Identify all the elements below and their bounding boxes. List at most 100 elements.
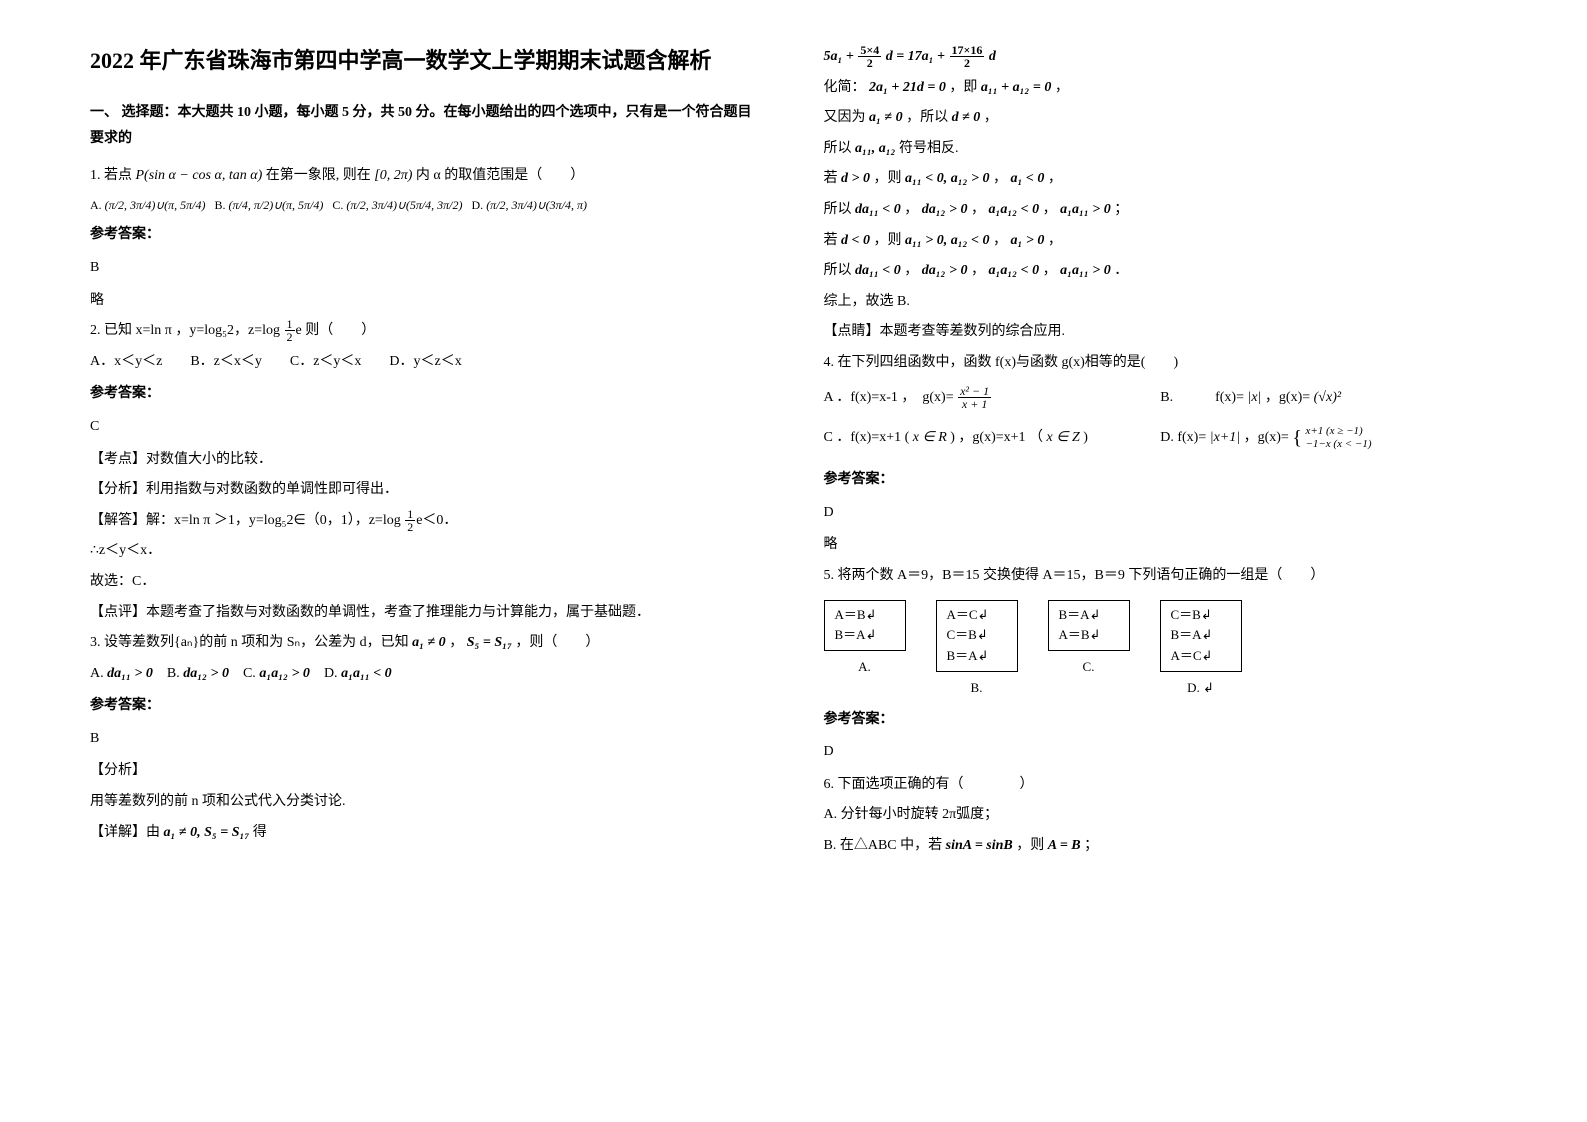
q3-cond2: S₅ = S₁₇ xyxy=(467,635,512,650)
r-l6-c4: a₁a₁₁ > 0 xyxy=(1060,202,1111,217)
q5-answer-label: 参考答案： xyxy=(824,707,1498,734)
r-l9: 综上，故选 B. xyxy=(824,289,1498,316)
q5-labD: D. ↲ xyxy=(1160,676,1242,701)
q3-stem-post: ，则（ ） xyxy=(515,635,599,650)
q1-optA: (π/2, 3π/4)∪(π, 5π/4) xyxy=(105,198,206,212)
q4-C-c1: x ∈ R xyxy=(913,430,947,445)
q1-point: P(sin α − cos α, tan α) xyxy=(136,168,263,183)
r-l5-c1: d > 0 xyxy=(841,171,870,186)
r-l5-c2: a₁₁ < 0, a₁₂ > 0 xyxy=(905,171,989,186)
q6-optA: A. 分针每小时旋转 2π弧度； xyxy=(824,802,1498,829)
r-l6-pre: 所以 xyxy=(824,202,852,217)
q4-D-c2b: −1−x (x < −1) xyxy=(1305,438,1371,450)
r-l6-s2: ， xyxy=(971,202,985,217)
q5-stem: 5. 将两个数 A＝9，B＝15 交换使得 A＝15，B＝9 下列语句正确的一组… xyxy=(824,563,1498,590)
q2-stem-pre: 2. 已知 x=ln π ，y=log₅2，z=log xyxy=(90,323,284,338)
q5-boxA: A＝B↲ B＝A↲ xyxy=(824,600,906,652)
r-l6-s3: ， xyxy=(1043,202,1057,217)
q4-B-c1: |x| xyxy=(1247,390,1261,405)
q3-optC-label: C. xyxy=(243,666,256,681)
q2-answer: C xyxy=(90,414,764,441)
q4-C-c2: x ∈ Z xyxy=(1047,430,1080,445)
r-l1-f1d: 2 xyxy=(858,57,881,69)
q3-stem-pre: 3. 设等差数列{aₙ}的前 n 项和为 Sₙ，公差为 d，已知 xyxy=(90,635,409,650)
r-l5-mid1: ，则 xyxy=(873,171,901,186)
r-l3-post: ， xyxy=(984,110,998,125)
r-l5-post: ， xyxy=(1048,171,1062,186)
q5-answer: D xyxy=(824,739,1498,766)
q4-C-post: ) xyxy=(1083,430,1088,445)
r-l4-pre: 所以 xyxy=(824,141,852,156)
r-l10: 【点睛】本题考查等差数列的综合应用. xyxy=(824,319,1498,346)
q3-optA-label: A. xyxy=(90,666,104,681)
q5-boxC-col: B＝A↲ A＝B↲ C. xyxy=(1048,600,1130,680)
q6-optB: B. 在△ABC 中，若 sinA = sinB ，则 A = B ； xyxy=(824,833,1498,860)
r-l2-eq1: 2a₁ + 21d = 0 xyxy=(869,80,946,95)
r-l5-pre: 若 xyxy=(824,171,838,186)
q5-boxes: A＝B↲ B＝A↲ A. A＝C↲ C＝B↲ B＝A↲ B. B＝A↲ A＝B↲… xyxy=(824,600,1498,701)
r-l2-post: ， xyxy=(1055,80,1069,95)
q3-detail-c1: a₁ ≠ 0, S₅ = S₁₇ xyxy=(164,825,250,840)
q3-cond1: a₁ ≠ 0 xyxy=(412,635,446,650)
q5-boxC-l1: B＝A↲ xyxy=(1059,605,1119,626)
section-1-heading: 一、 选择题：本大题共 10 小题，每小题 5 分，共 50 分。在每小题给出的… xyxy=(90,100,764,153)
q1-optD: (π/2, 3π/4)∪(3π/4, π) xyxy=(486,198,587,212)
q5-boxC: B＝A↲ A＝B↲ xyxy=(1048,600,1130,652)
q3-fx: 【分析】 xyxy=(90,758,764,785)
q1-answer-label: 参考答案： xyxy=(90,222,764,249)
q4-D-mid: ，g(x)= xyxy=(1244,430,1289,445)
q4-C-pre: C ．f(x)=x+1 ( xyxy=(824,430,910,445)
q6-optB-pre: B. 在△ABC 中，若 xyxy=(824,838,943,853)
q6-optB-c2: A = B xyxy=(1048,838,1081,853)
r-l4: 所以 a₁₁, a₁₂ 符号相反. xyxy=(824,136,1498,163)
q3-optB-label: B. xyxy=(167,666,180,681)
r-l2: 化简： 2a₁ + 21d = 0 ，即 a₁₁ + a₁₂ = 0 ， xyxy=(824,75,1498,102)
r-l1-mid: d = 17a₁ + xyxy=(886,49,945,64)
q3-optD-label: D. xyxy=(324,666,338,681)
q5-boxA-l1: A＝B↲ xyxy=(835,605,895,626)
r-l8-s1: ， xyxy=(904,263,918,278)
q2-stem-tail: e 则（ ） xyxy=(296,323,376,338)
r-l8-c2: da₁₂ > 0 xyxy=(922,263,968,278)
r-l4-c: a₁₁, a₁₂ xyxy=(855,141,896,156)
q5-boxB-l3: B＝A↲ xyxy=(947,646,1007,667)
q5-boxC-l2: A＝B↲ xyxy=(1059,625,1119,646)
right-column: 5a₁ + 5×42 d = 17a₁ + 17×162 d 化简： 2a₁ +… xyxy=(824,40,1498,864)
r-l8-c1: da₁₁ < 0 xyxy=(855,263,901,278)
q1-optC: (π/2, 3π/4)∪(5π/4, 3π/2) xyxy=(346,198,462,212)
q4-D-pre: D. f(x)= xyxy=(1160,430,1206,445)
q5-labA: A. xyxy=(824,655,906,680)
q1-stem-pre: 1. 若点 xyxy=(90,168,132,183)
q3-options: A. da₁₁ > 0 B. da₁₂ > 0 C. a₁a₁₂ > 0 D. … xyxy=(90,661,764,688)
q5-labB: B. xyxy=(936,676,1018,701)
q5-labC: C. xyxy=(1048,655,1130,680)
q1-stem-post: 内 α 的取值范围是（ ） xyxy=(416,168,584,183)
q3-sep1: ， xyxy=(449,635,463,650)
q4-D-c1: |x+1| xyxy=(1210,430,1240,445)
q1-optA-label: A. xyxy=(90,198,102,212)
r-l7: 若 d < 0 ，则 a₁₁ > 0, a₁₂ < 0 ， a₁ > 0 ， xyxy=(824,228,1498,255)
q4-B-mid: ，g(x)= xyxy=(1265,390,1310,405)
r-l8-c3: a₁a₁₂ < 0 xyxy=(989,263,1040,278)
q2-p3-post: e＜0． xyxy=(416,513,457,528)
r-l8-c4: a₁a₁₁ > 0 xyxy=(1060,263,1111,278)
q5-boxB-l2: C＝B↲ xyxy=(947,625,1007,646)
r-l1-pre: 5a₁ + xyxy=(824,49,854,64)
q2-p2: 【分析】利用指数与对数函数的单调性即可得出． xyxy=(90,477,764,504)
q5-boxA-l2: B＝A↲ xyxy=(835,625,895,646)
q1-optB: (π/4, π/2)∪(π, 5π/4) xyxy=(229,198,324,212)
r-l7-post: ， xyxy=(1048,233,1062,248)
q2-p3-pre: 【解答】解：x=ln π ＞1，y=log₅2∈（0，1），z=log xyxy=(90,513,404,528)
q3-stem: 3. 设等差数列{aₙ}的前 n 项和为 Sₙ，公差为 d，已知 a₁ ≠ 0 … xyxy=(90,630,764,657)
r-l3: 又因为 a₁ ≠ 0 ，所以 d ≠ 0 ， xyxy=(824,105,1498,132)
r-l8-s2: ， xyxy=(971,263,985,278)
r-l3-c: a₁ ≠ 0 xyxy=(869,110,903,125)
q2-p6: 【点评】本题考查了指数与对数函数的单调性，考查了推理能力与计算能力，属于基础题． xyxy=(90,600,764,627)
q5-boxD-col: C＝B↲ B＝A↲ A＝C↲ D. ↲ xyxy=(1160,600,1242,701)
q6-optB-post: ； xyxy=(1084,838,1098,853)
q2-p1: 【考点】对数值大小的比较． xyxy=(90,447,764,474)
r-l7-c2: a₁₁ > 0, a₁₂ < 0 xyxy=(905,233,989,248)
r-l7-c1: d < 0 xyxy=(841,233,870,248)
q4-B-pre: B. f(x)= xyxy=(1160,390,1244,405)
q4-row1: A ．f(x)=x-1 ， g(x)= x² − 1x + 1 B. f(x)=… xyxy=(824,381,1498,416)
